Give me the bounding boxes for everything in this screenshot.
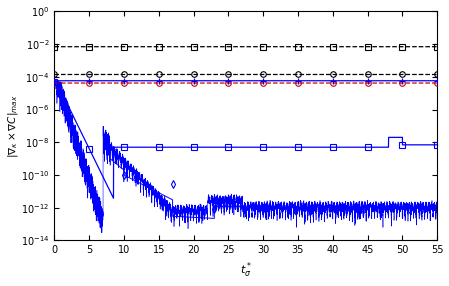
Y-axis label: $|\nabla_\kappa \times \nabla C|_{max}$: $|\nabla_\kappa \times \nabla C|_{max}$ [5,94,20,158]
X-axis label: $t^*_\sigma$: $t^*_\sigma$ [240,261,252,281]
